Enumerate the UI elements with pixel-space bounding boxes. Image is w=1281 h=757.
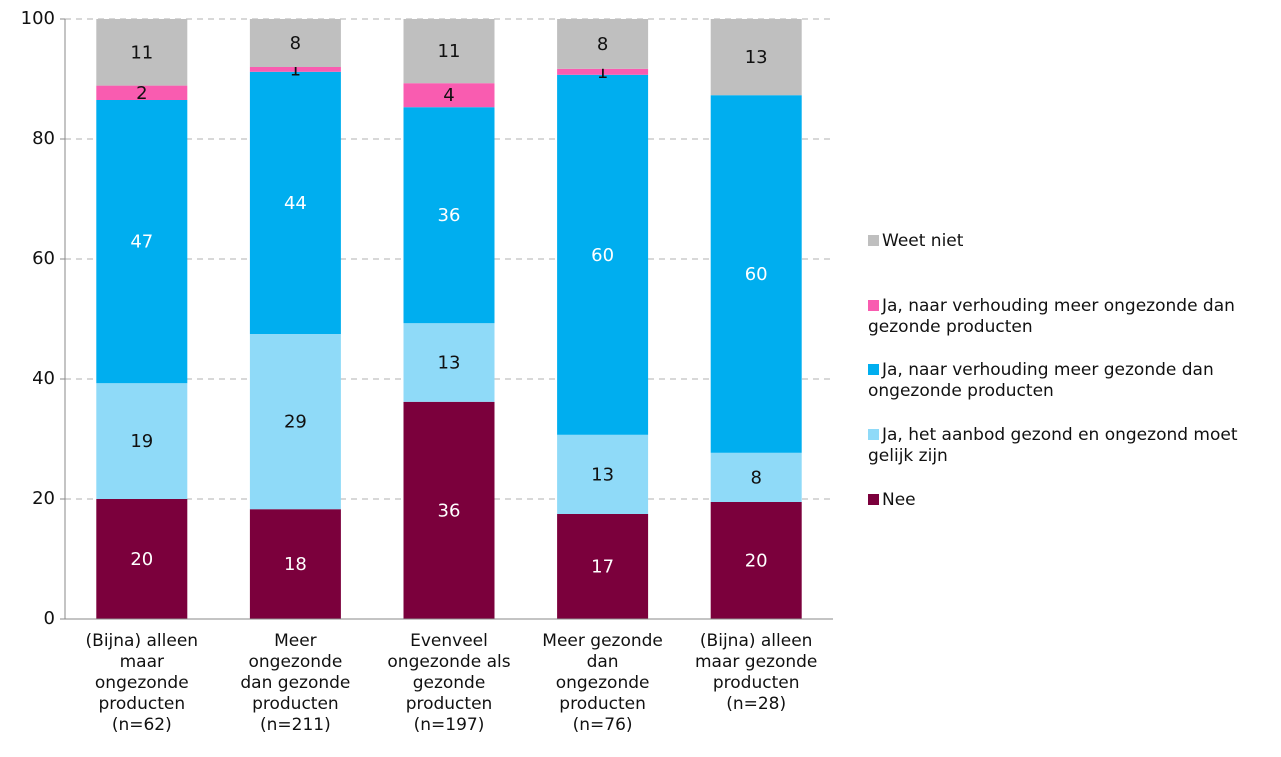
legend-swatch [868, 429, 879, 440]
bar-segment [96, 383, 188, 499]
data-label: 60 [745, 264, 768, 285]
x-tick-label: (Bijna) alleen maar gezonde producten (n… [694, 631, 818, 714]
legend-label: Nee [882, 490, 916, 510]
bar-segment [403, 401, 495, 619]
bar-segment [249, 334, 341, 510]
x-tick-label: Meer ongezonde dan gezonde producten (n=… [240, 631, 351, 735]
data-label: 36 [438, 500, 461, 521]
data-label: 13 [591, 464, 614, 485]
y-tick-label: 20 [32, 488, 55, 509]
bar-segment [249, 19, 341, 67]
x-tick-label: Evenveel ongezonde als gezonde producten… [387, 631, 511, 735]
legend-label: Weet niet [882, 231, 964, 251]
bar-segment [557, 68, 649, 75]
legend-label: Ja, het aanbod gezond en ongezond moet g… [868, 425, 1238, 466]
x-tick-label: (Bijna) alleen maar ongezonde producten … [85, 631, 199, 735]
legend-label: Ja, naar verhouding meer gezonde dan ong… [868, 360, 1214, 401]
bar-segment [96, 100, 188, 384]
y-tick-label: 100 [21, 8, 55, 29]
legend-item: Ja, naar verhouding meer gezonde dan ong… [868, 360, 1278, 402]
bar-segment [96, 85, 188, 100]
bar-segment [710, 502, 802, 619]
data-label: 19 [130, 431, 153, 452]
legend-item: Ja, naar verhouding meer ongezonde dan g… [868, 296, 1278, 338]
bar-segment [249, 509, 341, 619]
data-label: 44 [284, 193, 307, 214]
data-label: 4 [443, 85, 454, 106]
data-label: 20 [745, 551, 768, 572]
data-label: 29 [284, 412, 307, 433]
data-label: 13 [745, 47, 768, 68]
y-tick-label: 40 [32, 368, 55, 389]
legend-item: Ja, het aanbod gezond en ongezond moet g… [868, 425, 1278, 467]
legend-swatch [868, 364, 879, 375]
bar-segment [710, 95, 802, 453]
legend-label: Ja, naar verhouding meer ongezonde dan g… [868, 296, 1235, 337]
legend-swatch [868, 235, 879, 246]
data-label: 36 [438, 205, 461, 226]
data-label: 1 [597, 62, 608, 83]
bar-segment [403, 107, 495, 324]
data-label: 11 [130, 42, 153, 63]
legend-item: Weet niet [868, 231, 1278, 252]
data-label: 8 [290, 33, 301, 54]
y-tick-label: 80 [32, 128, 55, 149]
data-label: 20 [130, 549, 153, 570]
y-tick-label: 60 [32, 248, 55, 269]
data-label: 60 [591, 245, 614, 266]
x-tick-label: Meer gezonde dan ongezonde producten (n=… [542, 631, 663, 735]
bar-segment [96, 499, 188, 619]
legend-item: Nee [868, 490, 1278, 511]
bar-segment [249, 67, 341, 72]
data-label: 18 [284, 554, 307, 575]
data-label: 8 [597, 34, 608, 55]
bar-segment [557, 74, 649, 435]
data-label: 47 [130, 232, 153, 253]
legend-swatch [868, 494, 879, 505]
y-tick-label: 0 [44, 608, 55, 629]
data-label: 11 [438, 41, 461, 62]
bar-segment [403, 83, 495, 108]
data-label: 1 [290, 59, 301, 80]
bar-segment [557, 514, 649, 619]
data-label: 2 [136, 83, 147, 104]
data-label: 13 [438, 353, 461, 374]
bar-segment [403, 323, 495, 402]
data-label: 17 [591, 557, 614, 578]
bar-segment [96, 19, 188, 86]
bar-segment [710, 452, 802, 502]
data-label: 8 [750, 467, 761, 488]
bar-segment [557, 434, 649, 514]
bar-segment [249, 71, 341, 335]
bar-segment [403, 19, 495, 84]
legend-swatch [868, 300, 879, 311]
bar-segment [710, 19, 802, 96]
bar-segment [557, 19, 649, 69]
